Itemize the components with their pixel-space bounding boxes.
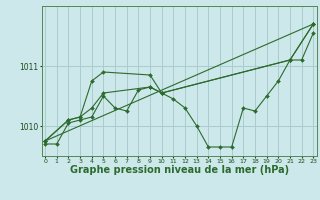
X-axis label: Graphe pression niveau de la mer (hPa): Graphe pression niveau de la mer (hPa): [70, 165, 289, 175]
